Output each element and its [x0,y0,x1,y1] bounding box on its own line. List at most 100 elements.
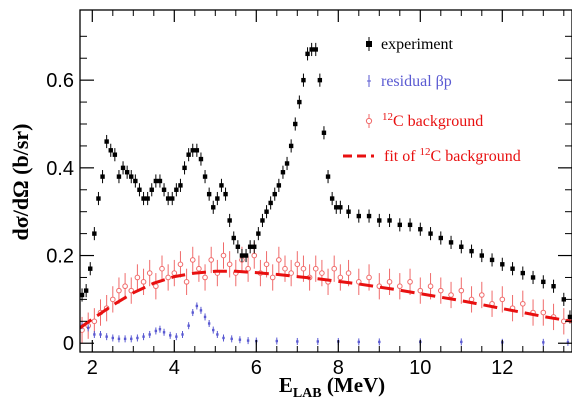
residual-point [169,334,172,337]
background-point [183,279,190,285]
residual-point [296,340,299,343]
background-point [366,274,372,281]
residual-point [136,336,139,340]
experiment-point [145,196,150,201]
experiment-point [137,187,142,192]
x-tick-label: 6 [251,357,262,379]
experiment-point [317,77,323,83]
series-layer [80,42,572,346]
experiment-point [469,248,474,254]
background-point [251,252,258,259]
ticks-layer: 2 4 6 8 10 12 0 0.2 0.4 0.6 [46,10,572,379]
fit-line [80,269,572,330]
experiment-point [301,77,306,83]
background-point [386,279,393,285]
experiment-point [198,156,204,162]
experiment-point [133,178,138,184]
experiment-point [264,209,269,214]
y-axis-title: dσ/dΩ (b/sr) [8,124,33,241]
experiment-point [260,218,265,223]
experiment-point [92,231,97,236]
experiment-point [83,288,89,293]
x-tick-label: 12 [491,357,513,379]
legend-background-text: C background [393,113,483,130]
experiment-point [551,284,556,289]
background-point [458,287,465,294]
background-point [134,274,141,281]
residual-point [162,331,166,334]
background-point [397,283,403,290]
experiment-point [256,231,261,236]
experiment-point [149,187,154,192]
background-point [116,287,122,294]
experiment-point [239,253,245,258]
legend: experiment residual βp 12C background fi… [343,36,521,165]
experiment-point [272,191,277,197]
experiment-point [346,209,351,214]
experiment-point [356,213,361,219]
background-point [165,274,171,281]
experiment-point [541,279,546,285]
experiment-point [407,222,413,228]
experiment-point [252,244,257,249]
experiment-point [520,270,525,276]
background-point [171,270,178,276]
background-point [417,287,424,294]
experiment-point [116,174,122,179]
background-point [337,274,344,281]
experiment-point [284,161,290,166]
legend-background-label: 12C background [382,111,483,130]
background-point [177,261,184,268]
residual-point [460,340,463,344]
background-point [407,279,413,285]
background-point [122,283,128,290]
experiment-point [243,253,249,258]
residual-point [246,339,250,342]
plot-frame [79,9,572,353]
background-point [263,261,270,268]
legend-item-background: 12C background [365,111,483,130]
experiment-point [329,196,335,201]
experiment-point [530,275,536,280]
residual-point [222,336,225,340]
y-tick-label: 0.6 [46,70,74,92]
background-point [110,296,116,303]
experiment-point [500,262,505,267]
residual-point [130,337,133,341]
background-point [276,257,282,263]
residual-point [203,315,207,319]
background-point [140,279,147,285]
background-point [220,252,227,259]
background-point [319,270,325,276]
y-tick-label: 0.2 [46,246,74,268]
experiment-point [321,130,327,135]
residual-point [207,322,211,325]
background-point [159,265,165,272]
background-point [345,270,352,276]
experiment-point [288,143,294,149]
experiment-point [387,218,392,223]
experiment-point [561,297,566,302]
legend-item-fit: fit of 12C background [343,146,521,165]
experiment-point [293,121,298,127]
experiment-point [231,235,236,241]
experiment-point [438,235,443,241]
residual-point [378,340,381,344]
experiment-point [305,51,310,57]
residual-point [123,337,127,341]
x-axis-title-sub: LAB [293,386,322,400]
background-point [331,265,338,272]
x-tick-label: 10 [409,357,431,379]
experiment-point [227,218,232,223]
residual-point [117,337,121,341]
background-point [245,265,251,272]
experiment-point [104,139,109,144]
residual-point [175,335,178,338]
experiment-point [428,231,433,236]
residual-point [195,304,199,308]
experiment-point [124,170,130,175]
background-point [479,292,485,298]
background-point [189,257,196,263]
background-point [294,261,301,268]
